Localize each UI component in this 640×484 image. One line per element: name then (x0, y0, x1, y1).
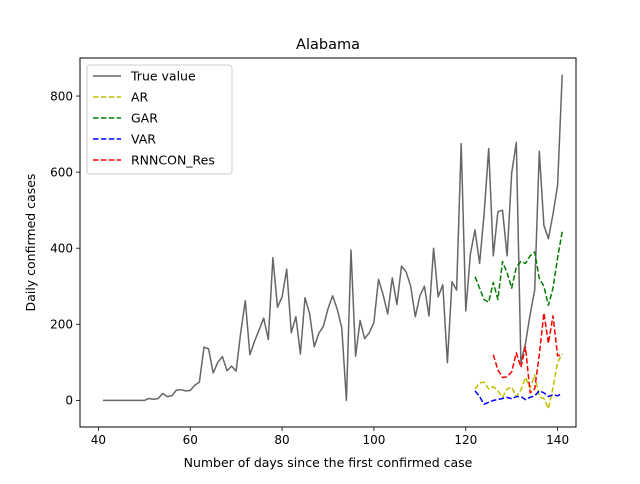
series-line-3 (474, 390, 563, 405)
legend-label-3: VAR (131, 132, 156, 147)
x-tick-label: 140 (546, 433, 569, 447)
y-tick-label: 200 (50, 318, 73, 332)
legend: True value AR GAR VAR RNNCON_Res (86, 64, 233, 175)
plot-frame (79, 57, 577, 428)
legend-label-4: RNNCON_Res (131, 153, 215, 168)
x-tick-label: 40 (91, 433, 106, 447)
y-tick-label: 0 (65, 394, 73, 408)
legend-box (86, 64, 233, 175)
x-tick-label: 100 (362, 433, 385, 447)
axes-layer: 40 60 80 100 120 140 0 200 400 600 800 (50, 89, 569, 447)
x-tick-label: 120 (454, 433, 477, 447)
series-line-0 (103, 74, 563, 402)
x-tick-label: 60 (183, 433, 198, 447)
legend-label-1: AR (131, 90, 149, 105)
x-tick-label: 80 (274, 433, 289, 447)
y-tick-label: 600 (50, 165, 73, 179)
series-line-1 (474, 353, 563, 410)
x-axis-label: Number of days since the first confirmed… (184, 455, 473, 470)
y-axis-label: Daily confirmed cases (23, 174, 38, 312)
y-tick-label: 800 (50, 89, 73, 103)
legend-label-2: GAR (131, 111, 158, 126)
chart-title: Alabama (296, 37, 360, 53)
series-layer (103, 74, 563, 410)
legend-label-0: True value (130, 69, 196, 84)
series-line-4 (492, 312, 563, 394)
y-tick-label: 400 (50, 242, 73, 256)
series-line-2 (474, 231, 563, 307)
